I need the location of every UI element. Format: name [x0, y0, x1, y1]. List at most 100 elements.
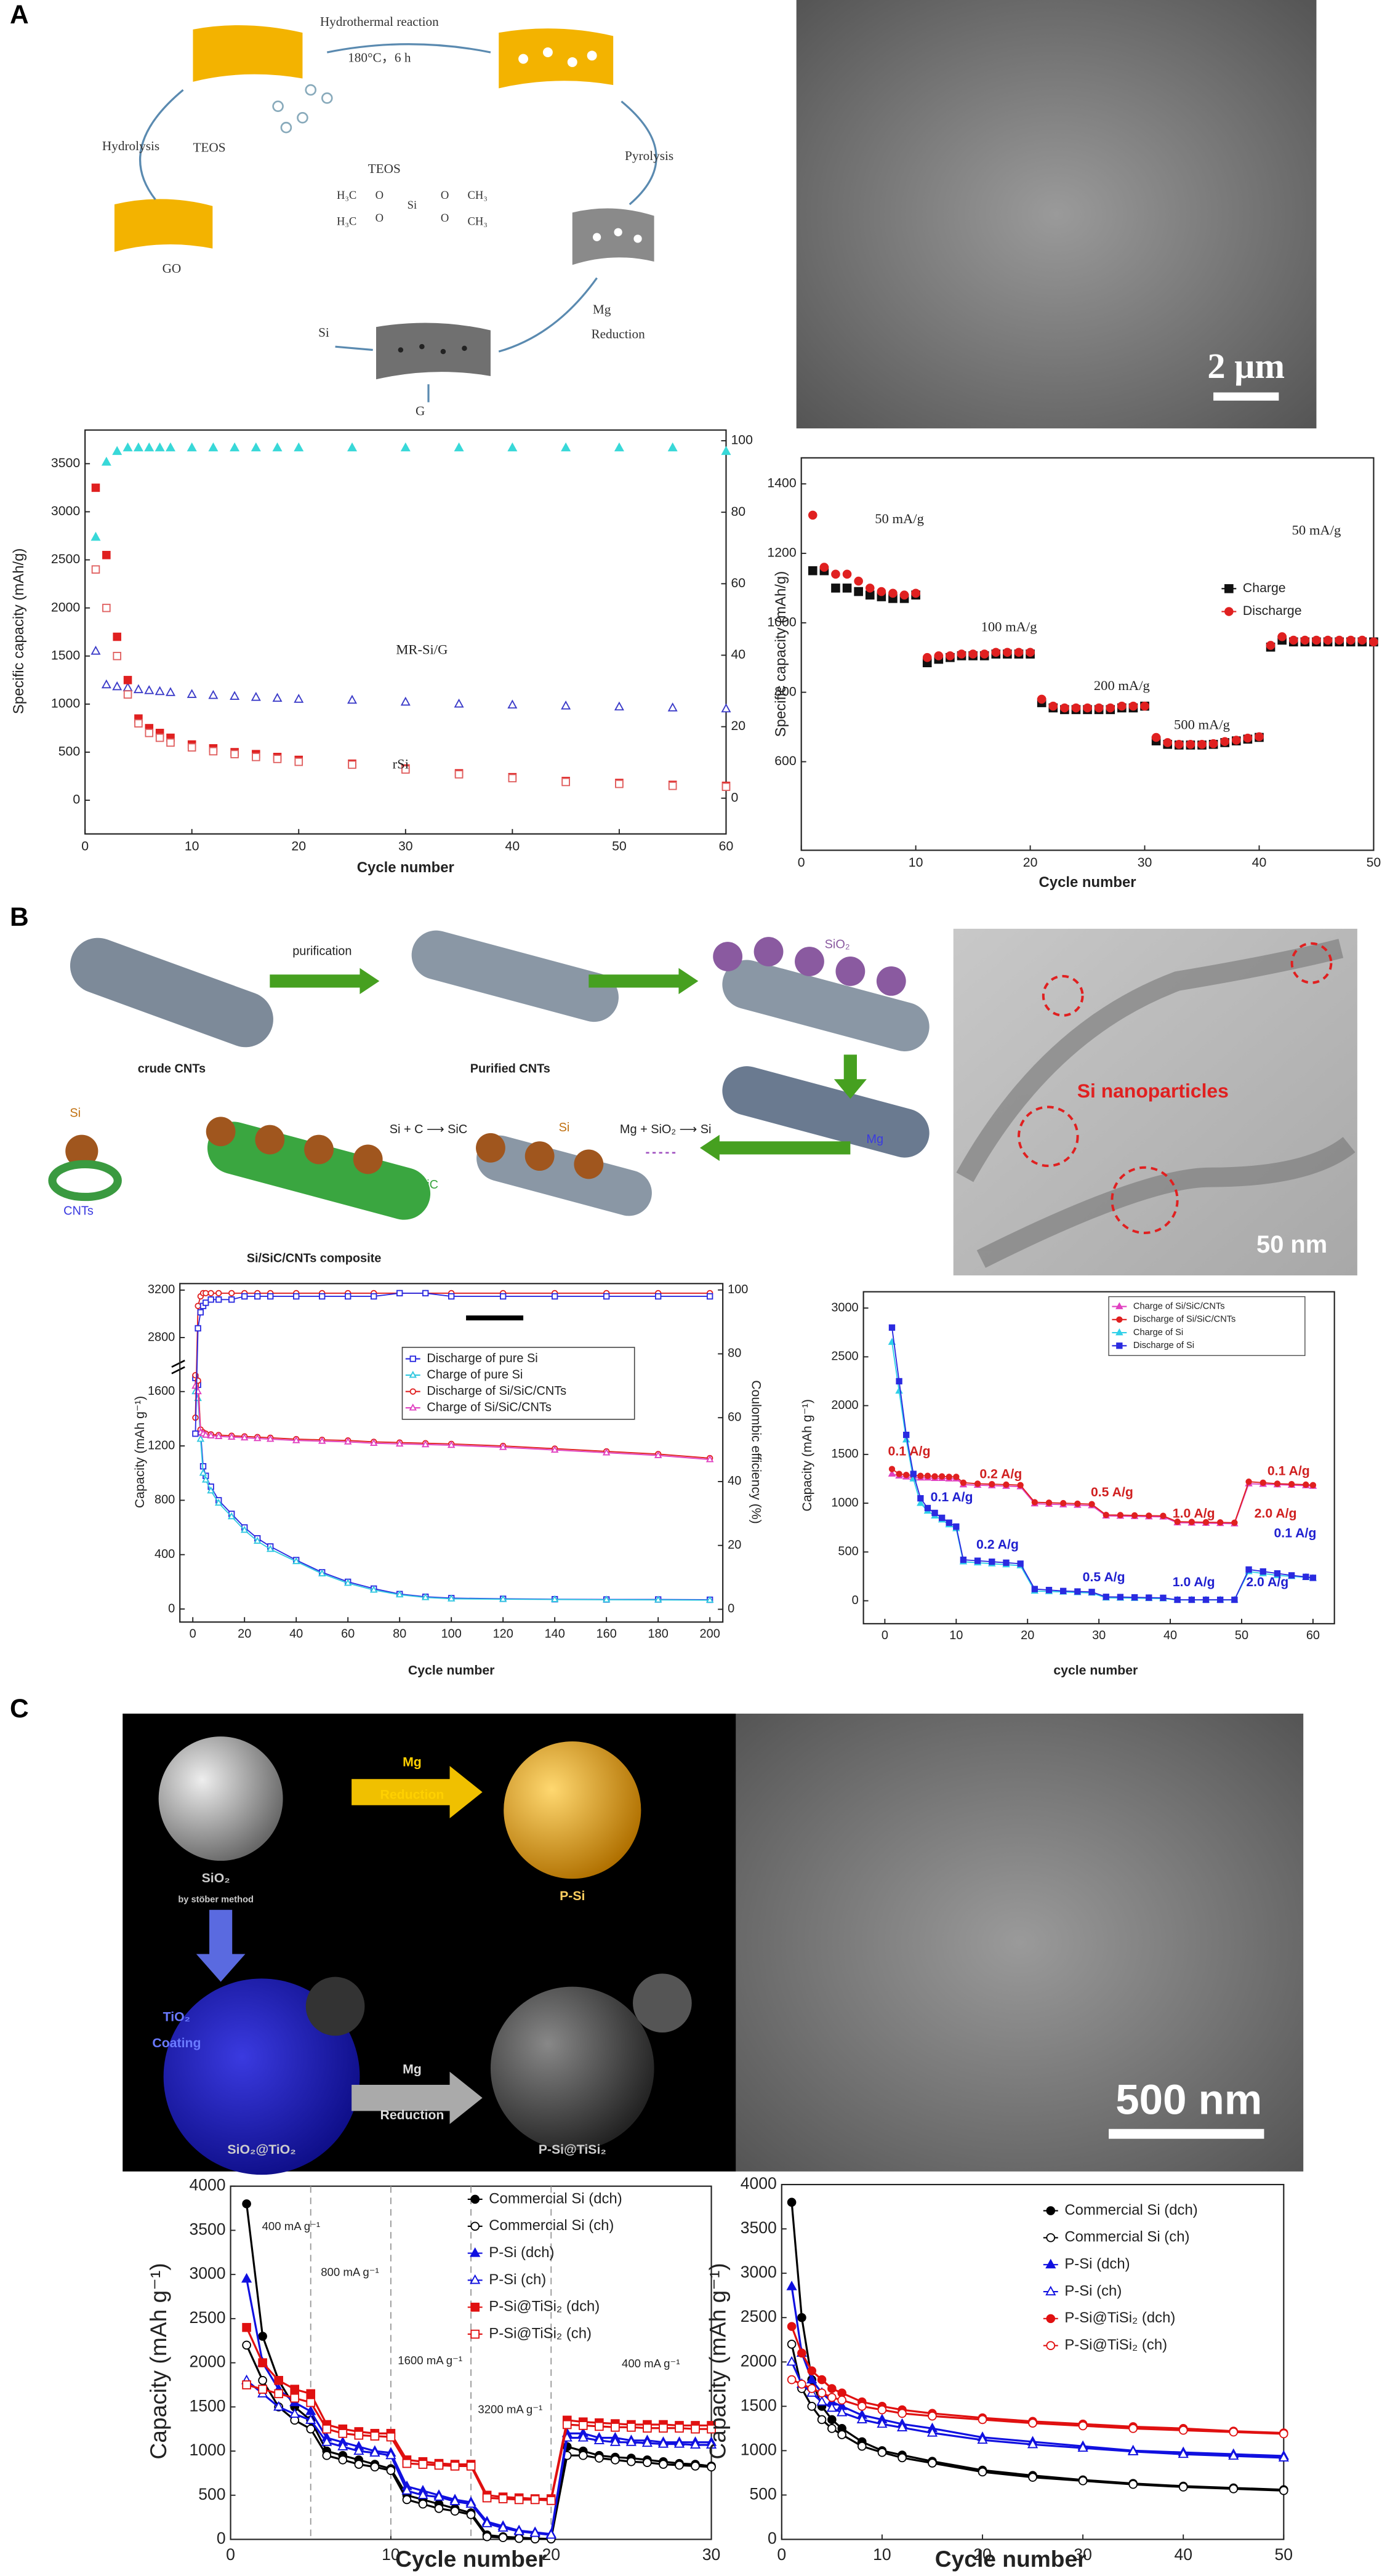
marker	[241, 1293, 248, 1300]
marker	[402, 2495, 412, 2505]
diagram-label: purification	[292, 944, 352, 958]
y-axis-label: Capacity (mAh g⁻¹)	[145, 2263, 171, 2459]
x-tick-label: 20	[973, 2545, 992, 2564]
marker	[1078, 2476, 1088, 2486]
marker	[266, 1434, 275, 1442]
diagram-label: Si	[559, 1121, 570, 1134]
marker	[292, 1436, 300, 1443]
legend-marker	[1046, 2206, 1056, 2215]
y-tick-label: 500	[58, 744, 80, 759]
y-tick-label: 1600	[148, 1384, 175, 1398]
marker	[353, 2445, 364, 2455]
marker	[208, 689, 219, 699]
x-tick-label: 0	[798, 855, 805, 870]
marker	[209, 747, 218, 756]
x-tick-label: 10	[949, 1629, 963, 1642]
marker	[230, 691, 240, 700]
marker	[449, 2495, 460, 2505]
marker	[201, 1430, 210, 1438]
marker	[817, 2375, 827, 2385]
marker	[625, 2436, 637, 2446]
legend-marker	[1046, 2314, 1056, 2324]
marker	[1369, 637, 1378, 647]
marker	[1197, 739, 1207, 749]
marker	[806, 2373, 818, 2384]
legend-label: P-Si@TiSi₂ (dch)	[1064, 2309, 1175, 2326]
legend-label: Commercial Si (dch)	[1064, 2202, 1197, 2218]
marker	[343, 1437, 352, 1445]
marker	[322, 2450, 332, 2460]
marker	[1074, 1588, 1081, 1595]
marker	[831, 584, 840, 593]
marker	[1288, 1481, 1295, 1488]
marker	[1217, 1519, 1224, 1526]
marker	[134, 719, 143, 728]
marker	[877, 2405, 887, 2415]
marker	[1160, 1594, 1167, 1602]
marker	[1259, 1568, 1266, 1575]
marker	[499, 1443, 507, 1450]
scale-bar-label: 50 nm	[1256, 1231, 1327, 1258]
marker	[1103, 1511, 1109, 1519]
legend-marker	[1045, 2285, 1056, 2296]
marker	[902, 1471, 910, 1479]
marker	[898, 2409, 907, 2418]
y-axis-label: Capacity (mAh g⁻¹)	[705, 2263, 731, 2459]
annotation: 0.1 A/g	[931, 1490, 973, 1504]
series-line	[195, 1391, 710, 1601]
diagram-label: Si	[408, 199, 417, 212]
marker	[1309, 1575, 1317, 1581]
marker	[1217, 1596, 1224, 1603]
marker	[386, 2432, 396, 2442]
marker	[978, 2415, 987, 2425]
marker	[395, 1439, 404, 1447]
y-tick-label: 800	[774, 684, 796, 699]
x-tick-label: 0	[882, 1629, 888, 1642]
marker	[507, 699, 518, 709]
marker	[826, 2402, 837, 2412]
diagram-label: P-Si	[560, 1888, 585, 1903]
diagram-label: Si + C ⟶ SiC	[390, 1123, 467, 1136]
diagram-label: O	[441, 212, 449, 225]
marker	[417, 2489, 428, 2499]
x-tick-label: 50	[612, 839, 627, 854]
diagram-label: H₃C	[337, 189, 356, 202]
marker	[272, 692, 283, 702]
y-tick-label: 3500	[51, 455, 80, 470]
marker	[481, 2518, 492, 2527]
marker	[1026, 648, 1035, 657]
marker	[166, 738, 175, 747]
marker	[854, 576, 863, 586]
marker	[1278, 2452, 1289, 2462]
marker	[421, 1593, 430, 1600]
marker	[627, 2423, 636, 2432]
marker	[831, 569, 840, 579]
marker	[1163, 738, 1173, 747]
marker	[946, 651, 955, 660]
marker	[306, 2389, 316, 2399]
marker	[101, 679, 111, 689]
annotation: 0.1 A/g	[888, 1444, 931, 1459]
marker	[207, 1296, 214, 1303]
marker	[201, 1475, 210, 1483]
marker	[253, 1536, 262, 1544]
marker	[627, 2457, 636, 2466]
marker	[272, 442, 283, 452]
marker	[422, 1290, 429, 1297]
marker	[1146, 1594, 1152, 1601]
marker	[215, 1296, 222, 1303]
marker	[187, 442, 197, 452]
marker	[896, 1378, 902, 1385]
series-line	[246, 2204, 712, 2540]
annotation: 2.0 A/g	[1255, 1506, 1297, 1520]
marker	[1357, 635, 1367, 645]
marker	[338, 2429, 348, 2438]
x-tick-label: 60	[719, 839, 734, 854]
annotation: 100 mA/g	[981, 619, 1037, 634]
diagram-label: CNTs	[63, 1205, 94, 1218]
marker	[1279, 2429, 1288, 2439]
annotation: 400 mA g⁻¹	[622, 2357, 680, 2370]
marker	[827, 2393, 837, 2402]
panel-label: B	[10, 903, 29, 932]
diagram-label: Coating	[152, 2036, 201, 2050]
